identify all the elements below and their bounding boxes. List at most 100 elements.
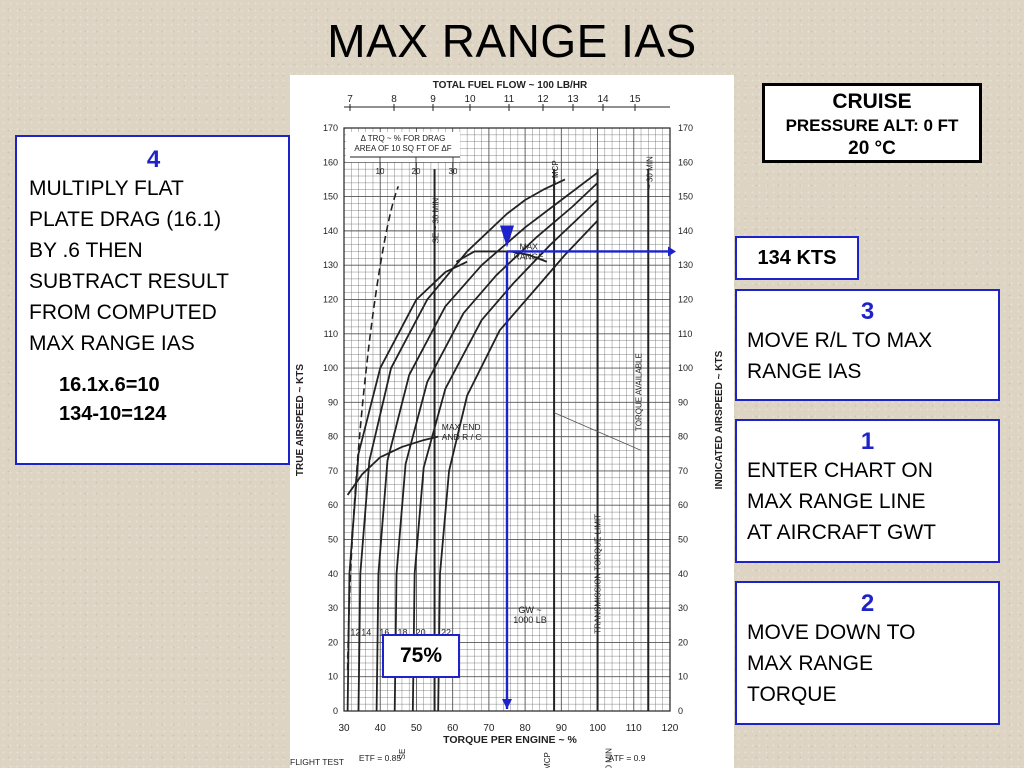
thirty-min-label: ~ 30 MIN <box>645 156 654 189</box>
y-tick-label-left: 40 <box>328 569 338 579</box>
torque-available-leader <box>553 412 642 451</box>
y-tick-label-left: 160 <box>323 157 338 167</box>
calc-line: 134-10=124 <box>59 403 167 425</box>
y-tick-label-left: 150 <box>323 192 338 202</box>
step-4-line: BY .6 THEN <box>29 239 143 262</box>
step-4-calculation: 16.1x.6=10 134-10=124 <box>59 371 278 429</box>
y-axis-label-right: INDICATED AIRSPEED ~ KTS <box>714 350 725 489</box>
max-end-label: MAX END <box>442 422 481 432</box>
cruise-temperature: 20 °C <box>848 138 896 159</box>
y-tick-label-left: 90 <box>328 397 338 407</box>
se-30-min-label: SE ~ 30 MIN <box>432 198 441 244</box>
y-tick-label-left: 120 <box>323 294 338 304</box>
step-4-text: MULTIPLY FLAT PLATE DRAG (16.1) BY .6 TH… <box>29 173 278 359</box>
step-1-line: AT AIRCRAFT GWT <box>747 521 937 544</box>
x-tick-label: 90 <box>556 723 568 734</box>
gw-curve-18 <box>393 182 599 712</box>
step-3-text: MOVE R/L TO MAX RANGE IAS <box>747 325 988 387</box>
x-tick-label: 100 <box>589 723 606 734</box>
y-tick-label-left: 10 <box>328 672 338 682</box>
step-2-text: MOVE DOWN TO MAX RANGE TORQUE <box>747 617 988 710</box>
max-end-label: AND R / C <box>442 432 482 442</box>
performance-chart: 30 40 50 60 70 80 90 100 110 120 0 0 10 10 20 20 30 30 40 4… <box>290 75 734 768</box>
torque-callout: 75% <box>382 634 460 678</box>
step-1-line: ENTER CHART ON <box>747 459 933 482</box>
y-tick-label-left: 20 <box>328 637 338 647</box>
step-2-line: MAX RANGE <box>747 652 874 675</box>
max-range-label: MAX <box>520 241 539 251</box>
x-tick-label: 120 <box>662 723 679 734</box>
drag-scale-tick-label: 20 <box>412 167 421 176</box>
step-3-box: 3 MOVE R/L TO MAX RANGE IAS <box>735 289 1000 401</box>
dashed-boundary-curve <box>346 185 400 670</box>
gw-value-label: 20 <box>416 628 426 638</box>
y-tick-label-left: 60 <box>328 500 338 510</box>
y-tick-label-right: 30 <box>678 603 688 613</box>
step-3-number: 3 <box>860 298 875 325</box>
y-tick-label-left: 30 <box>328 603 338 613</box>
step-4-line: MULTIPLY FLAT <box>29 177 184 200</box>
y-tick-label-right: 120 <box>678 294 693 304</box>
y-tick-label-right: 80 <box>678 432 688 442</box>
x-tick-label: 60 <box>447 723 459 734</box>
fuel-flow-tick-label: 8 <box>391 94 397 105</box>
bottom-mcp-label: MCP <box>543 752 552 768</box>
gw-value-label: 16 <box>379 628 389 638</box>
y-tick-label-right: 140 <box>678 226 693 236</box>
y-tick-label-right: 70 <box>678 466 688 476</box>
y-tick-label-right: 100 <box>678 363 693 373</box>
step-4-line: MAX RANGE IAS <box>29 332 195 355</box>
gw-value-label: 14 <box>361 628 371 638</box>
step-2-line: MOVE DOWN TO <box>747 621 916 644</box>
step-1-text: ENTER CHART ON MAX RANGE LINE AT AIRCRAF… <box>747 455 988 548</box>
gw-curve-14 <box>357 178 566 712</box>
step-3-line: RANGE IAS <box>747 360 862 383</box>
max-range-label: RANGE <box>514 251 545 261</box>
gw-value-label: 18 <box>398 628 408 638</box>
y-tick-label-right: 150 <box>678 192 693 202</box>
y-tick-label-left: 140 <box>323 226 338 236</box>
y-tick-label-right: 60 <box>678 500 688 510</box>
y-tick-label-right: 0 <box>678 706 683 716</box>
fuel-flow-tick-label: 11 <box>504 94 515 105</box>
step-1-number: 1 <box>860 428 875 455</box>
fuel-flow-tick-label: 7 <box>347 94 353 105</box>
cruise-title: CRUISE <box>832 90 912 113</box>
step-2-number: 2 <box>860 590 875 617</box>
chart-svg: 30 40 50 60 70 80 90 100 110 120 0 0 10 10 20 20 30 30 40 4… <box>290 80 725 768</box>
ias-arrowhead-icon <box>668 246 676 257</box>
y-tick-label-left: 110 <box>324 329 338 339</box>
y-tick-label-left: 70 <box>328 466 338 476</box>
step-4-line: SUBTRACT RESULT <box>29 270 229 293</box>
etf-label: ETF = 0.85 <box>359 753 402 763</box>
y-tick-label-left: 80 <box>328 432 338 442</box>
y-tick-label-right: 170 <box>678 123 693 133</box>
fuel-flow-tick-label: 12 <box>537 94 549 105</box>
max-end-line <box>346 435 439 496</box>
y-tick-label-left: 170 <box>323 123 338 133</box>
calc-line: 16.1x.6=10 <box>59 374 160 396</box>
gw-curve-22 <box>437 219 599 712</box>
fuel-flow-tick-label: 15 <box>629 94 641 105</box>
y-tick-label-right: 110 <box>678 329 692 339</box>
y-tick-label-left: 100 <box>323 363 338 373</box>
y-tick-label-right: 160 <box>678 157 693 167</box>
gw-value-label: 12 <box>350 628 360 638</box>
drag-scale-tick-label: 30 <box>449 167 458 176</box>
atf-label: ATF = 0.9 <box>609 753 646 763</box>
step-4-box: 4 MULTIPLY FLAT PLATE DRAG (16.1) BY .6 … <box>15 135 290 465</box>
y-axis-label-left: TRUE AIRSPEED ~ KTS <box>295 364 306 476</box>
flight-test-label: FLIGHT TEST <box>290 757 344 767</box>
transmission-limit-label: TRANSMISSION TORQUE LIMIT <box>594 514 603 634</box>
kts-callout: 134 KTS <box>735 236 859 280</box>
fuel-flow-tick-label: 13 <box>567 94 579 105</box>
step-4-line: PLATE DRAG (16.1) <box>29 208 222 231</box>
x-axis-label: TORQUE PER ENGINE ~ % <box>443 734 577 746</box>
y-tick-label-left: 50 <box>328 535 338 545</box>
torque-arrowhead-icon <box>502 699 512 709</box>
x-tick-label: 110 <box>626 723 642 734</box>
y-tick-label-left: 130 <box>323 260 338 270</box>
slide-title: MAX RANGE IAS <box>327 15 697 67</box>
x-tick-label: 70 <box>483 723 495 734</box>
y-tick-label-right: 20 <box>678 637 688 647</box>
